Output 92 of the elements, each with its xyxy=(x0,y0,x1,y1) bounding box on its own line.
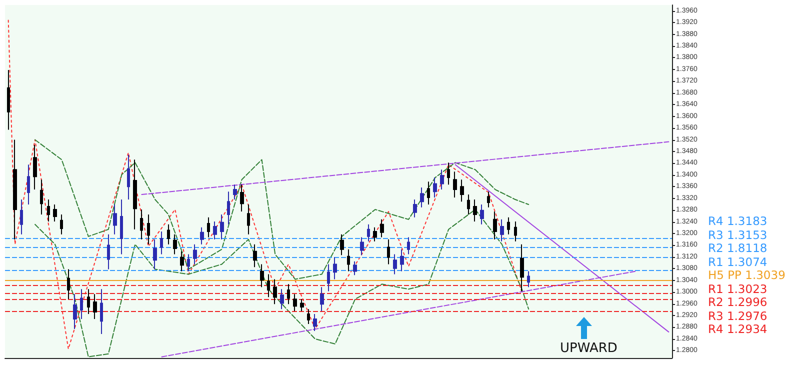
candlestick xyxy=(67,268,70,300)
ref-line-label: R3 1.2976 xyxy=(708,308,768,323)
candlestick xyxy=(20,199,23,235)
candlestick xyxy=(353,260,357,276)
candlestick xyxy=(73,294,77,330)
candlestick xyxy=(507,216,510,235)
candlestick xyxy=(100,288,103,334)
ref-line-label: R4 1.3183 xyxy=(708,214,768,228)
candlestick xyxy=(307,308,310,325)
candlestick xyxy=(33,144,37,190)
candlestick xyxy=(247,204,250,235)
candlestick xyxy=(453,171,457,198)
candlestick xyxy=(480,204,484,225)
candlestick xyxy=(360,236,364,256)
candlestick xyxy=(13,139,17,240)
candlestick xyxy=(47,199,50,222)
candlestick xyxy=(40,179,43,215)
candlestick xyxy=(473,199,477,222)
candlestick xyxy=(520,244,524,292)
candlestick xyxy=(200,226,204,245)
candlestick xyxy=(233,184,237,200)
candlestick xyxy=(133,159,137,230)
candlestick xyxy=(273,278,277,305)
candlestick xyxy=(427,181,430,205)
candlestick xyxy=(500,218,504,242)
annotation: UPWARD xyxy=(560,341,618,356)
candlestick xyxy=(160,230,163,255)
ref-line-label: R4 1.2934 xyxy=(708,322,768,336)
candlestick xyxy=(260,264,264,288)
ref-line-label: R3 1.3153 xyxy=(708,228,768,242)
candlestick xyxy=(60,214,63,235)
candlestick xyxy=(493,211,497,240)
ref-line-label: R2 1.8118 xyxy=(708,241,768,256)
candlestick xyxy=(120,199,123,255)
candlestick xyxy=(487,191,490,208)
candlestick xyxy=(7,70,10,130)
candlestick xyxy=(93,294,97,320)
line-series xyxy=(34,208,530,358)
candlestick xyxy=(27,164,30,205)
candlestick xyxy=(207,216,210,238)
candlestick xyxy=(127,154,130,200)
candlestick xyxy=(53,204,57,222)
candlestick xyxy=(333,256,337,280)
candlestick xyxy=(193,244,197,265)
candlestick xyxy=(287,284,290,305)
candlestick xyxy=(140,208,143,240)
candlestick xyxy=(313,314,317,332)
candlestick xyxy=(420,187,424,208)
candlestick xyxy=(460,179,464,202)
ref-line-label: R2 1.2996 xyxy=(708,295,768,310)
candlestick xyxy=(113,204,117,235)
candlestick xyxy=(340,234,344,256)
candlestick xyxy=(293,294,297,312)
candlestick xyxy=(213,220,217,240)
candlestick xyxy=(387,238,390,265)
candlestick xyxy=(107,234,110,270)
candlestick xyxy=(433,177,437,198)
candlestick xyxy=(87,288,90,315)
candlestick xyxy=(253,244,257,268)
candlestick xyxy=(300,298,304,312)
candlestick xyxy=(440,169,444,190)
candlestick xyxy=(180,250,184,272)
candlestick xyxy=(167,224,170,245)
candlestick xyxy=(413,199,417,218)
ref-line-label: H5 PP 1.3039 xyxy=(708,268,786,282)
candlestick xyxy=(173,234,177,255)
candlestick xyxy=(393,254,397,275)
candlestick xyxy=(527,270,530,288)
candlestick xyxy=(153,238,157,270)
ref-line-label: R1 1.3023 xyxy=(708,282,768,296)
candlestick xyxy=(227,191,230,225)
candlestick xyxy=(347,248,350,272)
line-series xyxy=(8,20,522,350)
candlestick xyxy=(240,184,244,212)
candlestick xyxy=(280,288,284,310)
candlestick xyxy=(220,214,224,240)
candlestick xyxy=(367,224,370,242)
candlestick xyxy=(400,248,404,272)
candlestick xyxy=(380,218,384,238)
candlestick xyxy=(467,194,470,215)
candlestick xyxy=(447,162,450,186)
candlestick xyxy=(514,220,517,242)
candlestick xyxy=(373,226,377,242)
ref-line-label: R1 1.3074 xyxy=(708,254,768,269)
candlestick xyxy=(320,286,324,312)
candlestick xyxy=(267,274,270,298)
candlestick xyxy=(80,288,83,320)
candlestick xyxy=(407,236,410,255)
candlestick xyxy=(187,254,190,272)
candlestick xyxy=(327,264,330,292)
line-series xyxy=(34,139,530,280)
candlestick xyxy=(147,214,150,245)
